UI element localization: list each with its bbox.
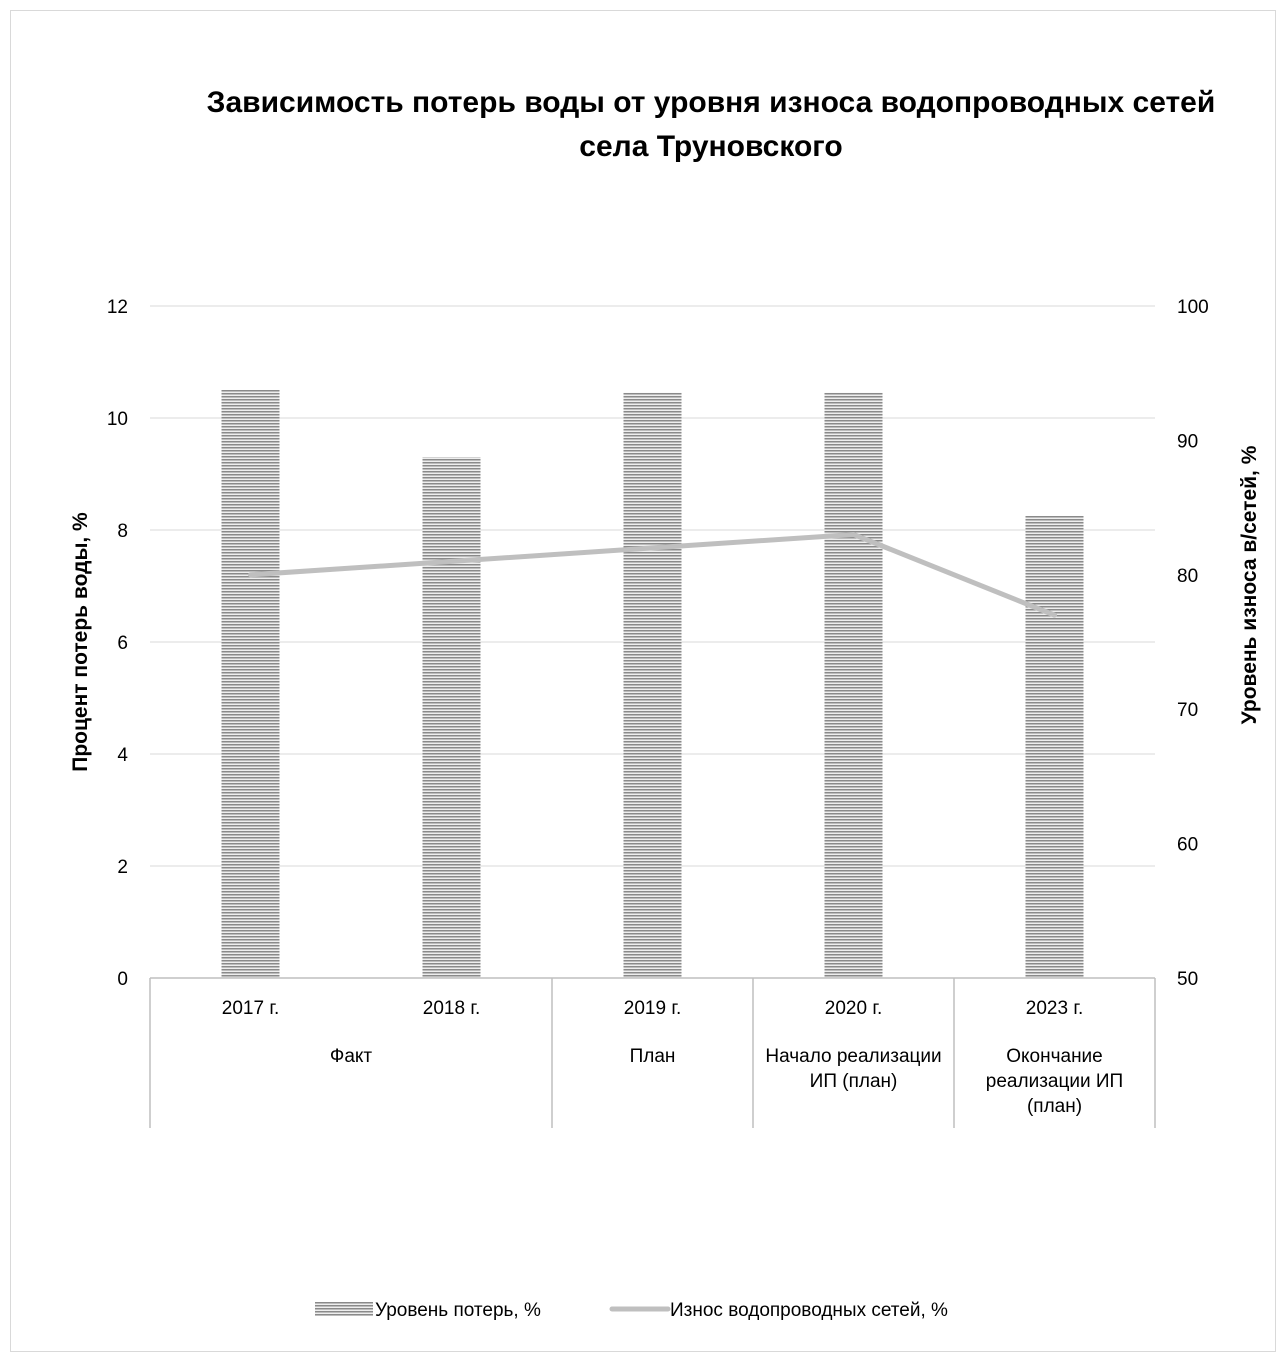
group-label-line: ИП (план) [810, 1071, 898, 1092]
legend-bar-swatch [315, 1302, 373, 1316]
group-label: Начало реализации ИП (план) [765, 1046, 941, 1092]
y-tick-label: 0 [117, 969, 128, 990]
bar [422, 457, 481, 978]
group-label-line: Окончание [1006, 1046, 1103, 1067]
y2-tick-label: 80 [1177, 566, 1198, 587]
y2-tick-label: 70 [1177, 700, 1198, 721]
x-tick-label: 2023 г. [1026, 998, 1083, 1019]
chart-title: Зависимость потерь воды от уровня износа… [206, 86, 1216, 163]
legend-line-label: Износ водопроводных сетей, % [670, 1300, 948, 1321]
group-label: Факт [330, 1046, 373, 1067]
legend-bar-label: Уровень потерь, % [375, 1300, 541, 1321]
group-label: Окончание реализации ИП (план) [986, 1046, 1123, 1117]
y2-tick-label: 60 [1177, 835, 1198, 856]
group-label-line: реализации ИП [986, 1071, 1123, 1092]
y2-tick-label: 90 [1177, 431, 1198, 452]
x-tick-label: 2019 г. [624, 998, 681, 1019]
y-tick-label: 8 [117, 521, 128, 542]
x-tick-label: 2018 г. [423, 998, 480, 1019]
group-label-line: Факт [330, 1046, 373, 1067]
y-tick-label: 2 [117, 857, 128, 878]
y-tick-label: 6 [117, 633, 128, 654]
y-tick-label: 10 [107, 409, 128, 430]
bar [1025, 516, 1084, 978]
bar [221, 390, 280, 978]
y2-axis-title: Уровень износа в/сетей, % [1238, 445, 1261, 724]
legend-layer: Уровень потерь, % Износ водопроводных сет… [315, 1300, 948, 1321]
y-tick-label: 12 [107, 297, 128, 318]
group-label-line: План [630, 1046, 676, 1067]
bar [623, 392, 682, 978]
line-layer [248, 531, 1057, 618]
axis-layer: 0 2 4 6 8 10 12 50 60 70 80 90 100 2017 г. 2018 г. 2019… [69, 297, 1261, 1128]
y-tick-label: 4 [117, 745, 128, 766]
group-label-line: Начало реализации [765, 1046, 941, 1067]
group-label: План [630, 1046, 676, 1067]
bar [824, 392, 883, 978]
x-tick-label: 2017 г. [222, 998, 279, 1019]
y2-tick-label: 100 [1177, 297, 1209, 318]
y2-tick-label: 50 [1177, 969, 1198, 990]
bars-layer [221, 390, 1084, 978]
y-axis-title: Процент потерь воды, % [69, 512, 92, 772]
x-tick-label: 2020 г. [825, 998, 882, 1019]
group-label-line: (план) [1027, 1096, 1082, 1117]
